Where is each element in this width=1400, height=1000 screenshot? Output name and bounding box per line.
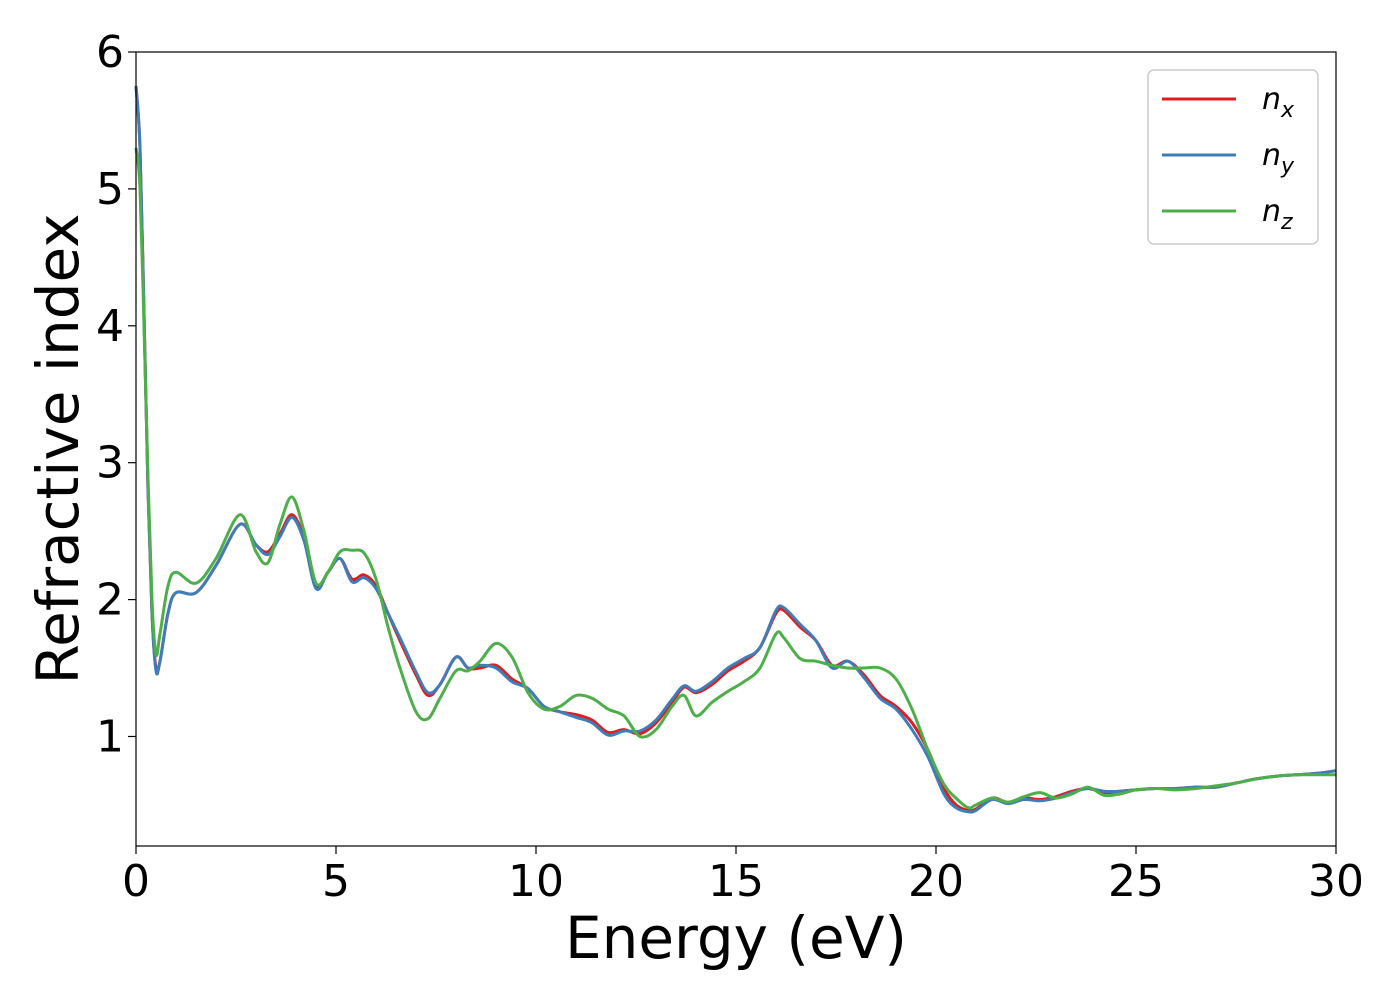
- y-tick-label: 3: [96, 438, 124, 489]
- x-tick-label: 0: [122, 856, 150, 907]
- series-line-nz: [134, 147, 1336, 810]
- y-axis-label: Refractive index: [24, 213, 92, 684]
- plot-area: [134, 86, 1337, 814]
- y-axis: 1 2 3 4 5 6: [96, 27, 136, 762]
- x-tick-label: 15: [708, 856, 764, 907]
- x-tick-label: 5: [322, 856, 350, 907]
- y-tick-label: 1: [96, 711, 124, 762]
- x-axis: 0 5 10 15 20 25 30: [122, 846, 1364, 907]
- x-axis-label: Energy (eV): [565, 904, 907, 972]
- x-tick-label: 10: [508, 856, 564, 907]
- y-tick-label: 4: [96, 301, 124, 352]
- y-tick-label: 6: [96, 27, 124, 78]
- y-tick-label: 2: [96, 575, 124, 626]
- x-tick-label: 30: [1308, 856, 1364, 907]
- y-tick-label: 5: [96, 164, 124, 215]
- x-tick-label: 20: [908, 856, 964, 907]
- legend-box: [1147, 69, 1319, 245]
- x-tick-label: 25: [1108, 856, 1164, 907]
